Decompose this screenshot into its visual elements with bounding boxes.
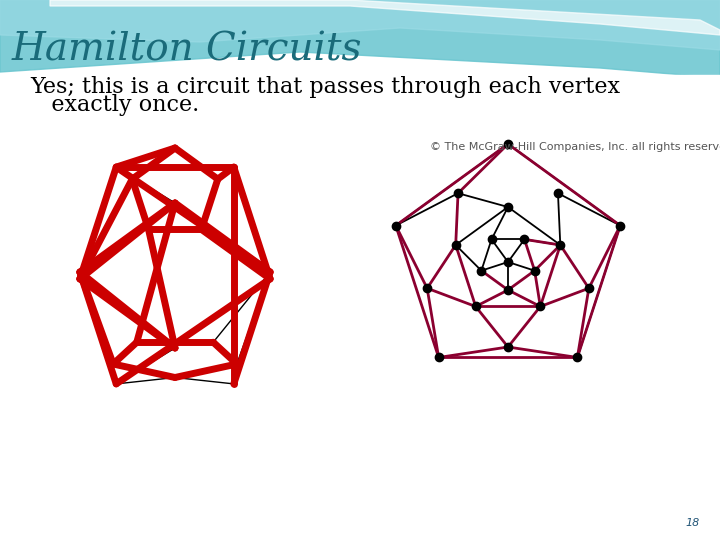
Polygon shape xyxy=(0,0,720,50)
Text: exactly once.: exactly once. xyxy=(30,94,199,116)
Text: © The McGraw-Hill Companies, Inc. all rights reserved.: © The McGraw-Hill Companies, Inc. all ri… xyxy=(430,142,720,152)
Polygon shape xyxy=(50,0,720,35)
Text: Yes; this is a circuit that passes through each vertex: Yes; this is a circuit that passes throu… xyxy=(30,76,620,98)
Bar xyxy=(0,75,720,540)
Text: 18: 18 xyxy=(685,518,700,528)
Polygon shape xyxy=(0,0,720,78)
Text: Hamilton Circuits: Hamilton Circuits xyxy=(12,31,362,69)
